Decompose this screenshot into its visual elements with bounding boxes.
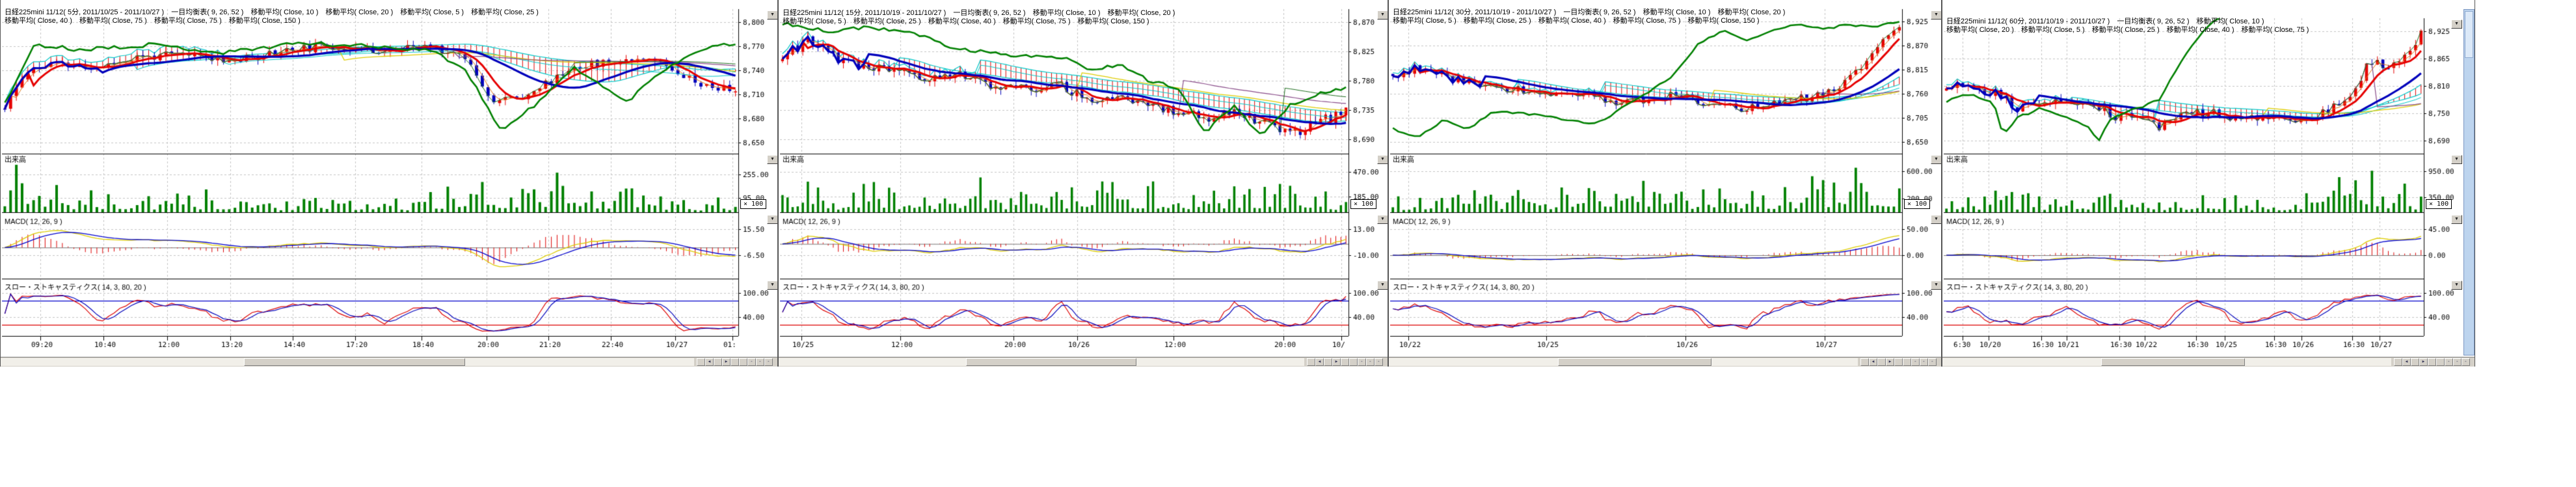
chart-hscrollbar[interactable]: ◄ ► ▫ ▫ ▫ (779, 357, 1388, 367)
chart-canvas-1[interactable] (779, 0, 1388, 357)
hscroll-button-4[interactable] (1341, 358, 1349, 366)
hscroll-button-3[interactable]: ► (1332, 358, 1341, 366)
chart-hscrollbar[interactable]: ◄ ► ▫ ▫ ▫ (1389, 357, 1941, 367)
hscroll-button-4[interactable] (2428, 358, 2436, 366)
hscroll-thumb[interactable] (244, 358, 465, 366)
volume-multiplier-badge: × 100 (2426, 199, 2452, 209)
hscroll-button-5[interactable] (1903, 358, 1911, 366)
hscroll-button-5[interactable] (1349, 358, 1358, 366)
hscroll-button-0[interactable] (1307, 358, 1315, 366)
hscroll-button-8[interactable]: ▫ (1375, 358, 1383, 366)
vscroll-thumb[interactable] (2465, 11, 2473, 58)
hscroll-button-2[interactable] (2411, 358, 2419, 366)
hscroll-button-7[interactable]: ▫ (1920, 358, 1928, 366)
hscroll-button-2[interactable] (1877, 358, 1886, 366)
pane-collapse-button-2[interactable]: ▼ (1931, 215, 1941, 224)
hscroll-button-5[interactable] (2436, 358, 2445, 366)
pane-collapse-button-0[interactable]: ▼ (2451, 20, 2462, 29)
hscroll-button-8[interactable]: ▫ (764, 358, 773, 366)
hscroll-button-3[interactable]: ► (722, 358, 731, 366)
hscroll-button-3[interactable]: ► (2419, 358, 2428, 366)
hscroll-button-8[interactable]: ▫ (2462, 358, 2470, 366)
pane-collapse-button-1[interactable]: ▼ (767, 155, 777, 164)
hscroll-button-1[interactable]: ◄ (2402, 358, 2411, 366)
chart-canvas-0[interactable] (1, 0, 777, 357)
hscroll-button-0[interactable] (1860, 358, 1869, 366)
pane-collapse-button-0[interactable]: ▼ (1377, 10, 1388, 20)
hscroll-button-6[interactable]: ▫ (2445, 358, 2453, 366)
chart-vscrollbar[interactable] (2463, 9, 2475, 355)
pane-collapse-button-1[interactable]: ▼ (1377, 155, 1388, 164)
pane-collapse-button-2[interactable]: ▼ (767, 215, 777, 224)
hscroll-button-1[interactable]: ◄ (705, 358, 714, 366)
hscroll-button-7[interactable]: ▫ (1366, 358, 1375, 366)
hscroll-button-7[interactable]: ▫ (756, 358, 764, 366)
volume-multiplier-badge: × 100 (740, 199, 767, 209)
pane-collapse-button-3[interactable]: ▼ (1377, 281, 1388, 290)
hscroll-thumb[interactable] (1558, 358, 1711, 366)
hscroll-button-4[interactable] (1894, 358, 1903, 366)
pane-collapse-button-2[interactable]: ▼ (1377, 215, 1388, 224)
pane-collapse-button-3[interactable]: ▼ (2451, 281, 2462, 290)
hscroll-button-1[interactable]: ◄ (1315, 358, 1324, 366)
hscroll-button-2[interactable] (1324, 358, 1332, 366)
chart-window-5min: ▼先物▼日経225mini▼11/12▼足◢日週月分T分5◢本数500◢適用複数… (0, 0, 778, 367)
hscroll-button-5[interactable] (739, 358, 747, 366)
chart-hscrollbar[interactable]: ◄ ► ▫ ▫ ▫ (1942, 357, 2475, 367)
pane-collapse-button-0[interactable]: ▼ (767, 10, 777, 20)
chart-window-15min: 日経225mini 11/12( 15分, 2011/10/19 - 2011/… (778, 0, 1388, 367)
chart-canvas-3[interactable] (1942, 0, 2475, 357)
hscroll-thumb[interactable] (2101, 358, 2245, 366)
hscroll-button-7[interactable]: ▫ (2453, 358, 2462, 366)
hscroll-button-6[interactable]: ▫ (1911, 358, 1920, 366)
chart-hscrollbar[interactable]: ◄ ► ▫ ▫ ▫ (1, 357, 777, 367)
pane-collapse-button-0[interactable]: ▼ (1931, 10, 1941, 20)
pane-collapse-button-1[interactable]: ▼ (1931, 155, 1941, 164)
hscroll-button-3[interactable]: ► (1886, 358, 1894, 366)
volume-multiplier-badge: × 100 (1350, 199, 1377, 209)
pane-collapse-button-3[interactable]: ▼ (767, 281, 777, 290)
hscroll-button-1[interactable]: ◄ (1869, 358, 1877, 366)
pane-collapse-button-3[interactable]: ▼ (1931, 281, 1941, 290)
hscroll-button-2[interactable] (714, 358, 722, 366)
chart-window-30min: ▼先物▼日経225mini▼11/12▼足◢日週月分T分5◢本数500◢適用複数… (1388, 0, 1942, 367)
chart-window-60min: 日経225mini 11/12( 60分, 2011/10/19 - 2011/… (1942, 0, 2475, 367)
pane-collapse-button-2[interactable]: ▼ (2451, 215, 2462, 224)
hscroll-button-4[interactable] (731, 358, 739, 366)
hscroll-button-0[interactable] (2394, 358, 2402, 366)
volume-multiplier-badge: × 100 (1904, 199, 1931, 209)
hscroll-button-6[interactable]: ▫ (747, 358, 756, 366)
hscroll-button-8[interactable]: ▫ (1928, 358, 1937, 366)
pane-collapse-button-1[interactable]: ▼ (2451, 155, 2462, 164)
hscroll-button-0[interactable] (697, 358, 705, 366)
chart-canvas-2[interactable] (1389, 0, 1941, 357)
hscroll-button-6[interactable]: ▫ (1358, 358, 1366, 366)
hscroll-thumb[interactable] (966, 358, 1136, 366)
